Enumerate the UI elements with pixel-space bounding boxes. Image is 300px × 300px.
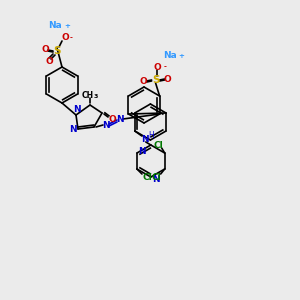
Text: Na: Na: [48, 22, 62, 31]
Text: N: N: [141, 134, 148, 143]
Text: N: N: [102, 121, 110, 130]
Text: O: O: [61, 34, 69, 43]
Text: O: O: [45, 56, 53, 65]
Text: S: S: [53, 46, 61, 56]
Text: O: O: [154, 62, 161, 71]
Text: O: O: [41, 46, 49, 55]
Text: H: H: [148, 131, 154, 140]
Text: +: +: [64, 23, 70, 29]
Text: -: -: [70, 35, 72, 41]
Text: -: -: [163, 64, 166, 70]
Text: O: O: [164, 74, 172, 83]
Text: Na: Na: [163, 52, 176, 61]
Text: N: N: [69, 124, 77, 134]
Text: N: N: [73, 106, 81, 115]
Text: N: N: [116, 115, 124, 124]
Text: O: O: [108, 115, 116, 124]
Text: N: N: [152, 175, 160, 184]
Text: S: S: [152, 75, 159, 85]
Text: CH: CH: [82, 91, 94, 100]
Text: N: N: [138, 146, 146, 155]
Text: +: +: [179, 53, 184, 59]
Text: Cl: Cl: [154, 140, 164, 149]
Text: Cl: Cl: [142, 172, 152, 182]
Text: 3: 3: [94, 94, 98, 100]
Text: Cl: Cl: [152, 172, 162, 182]
Text: O: O: [140, 76, 148, 85]
